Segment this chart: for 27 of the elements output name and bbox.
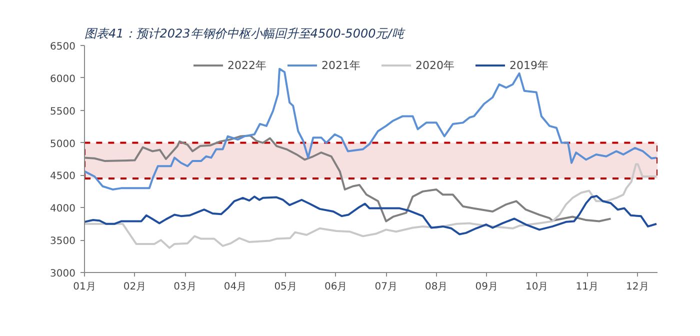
x-tick-label: 04月 <box>224 282 247 292</box>
line-series <box>84 163 658 249</box>
x-tick-label: 07月 <box>374 282 398 292</box>
x-tick-label: 06月 <box>324 282 348 292</box>
y-tick-label: 5000 <box>50 138 76 150</box>
x-tick-label: 11月 <box>576 282 599 292</box>
legend-label: 2019年 <box>510 58 548 72</box>
y-tick-label: 6500 <box>50 42 76 52</box>
x-tick-label: 09月 <box>475 282 498 292</box>
y-tick-label: 3000 <box>50 268 76 280</box>
y-tick-label: 4000 <box>50 204 76 215</box>
chart-title: 图表41：预计2023年钢价中枢小幅回升至4500-5000元/吨 <box>84 26 406 40</box>
legend-label: 2021年 <box>322 58 360 72</box>
x-tick-label: 01月 <box>73 282 96 292</box>
y-tick-label: 6000 <box>50 74 76 85</box>
y-tick-label: 4500 <box>50 171 76 182</box>
y-tick-label: 3500 <box>50 236 76 248</box>
legend-label: 2020年 <box>416 58 454 72</box>
x-tick-label: 02月 <box>123 282 146 292</box>
x-tick-label: 10月 <box>526 282 548 292</box>
legend-label: 2022年 <box>228 58 266 72</box>
x-tick-label: 05月 <box>274 282 297 292</box>
x-tick-label: 12月 <box>626 282 649 292</box>
y-tick-label: 5500 <box>50 106 76 118</box>
x-tick-label: 08月 <box>424 282 448 292</box>
x-tick-label: 03月 <box>174 282 196 292</box>
line-series <box>84 194 658 236</box>
